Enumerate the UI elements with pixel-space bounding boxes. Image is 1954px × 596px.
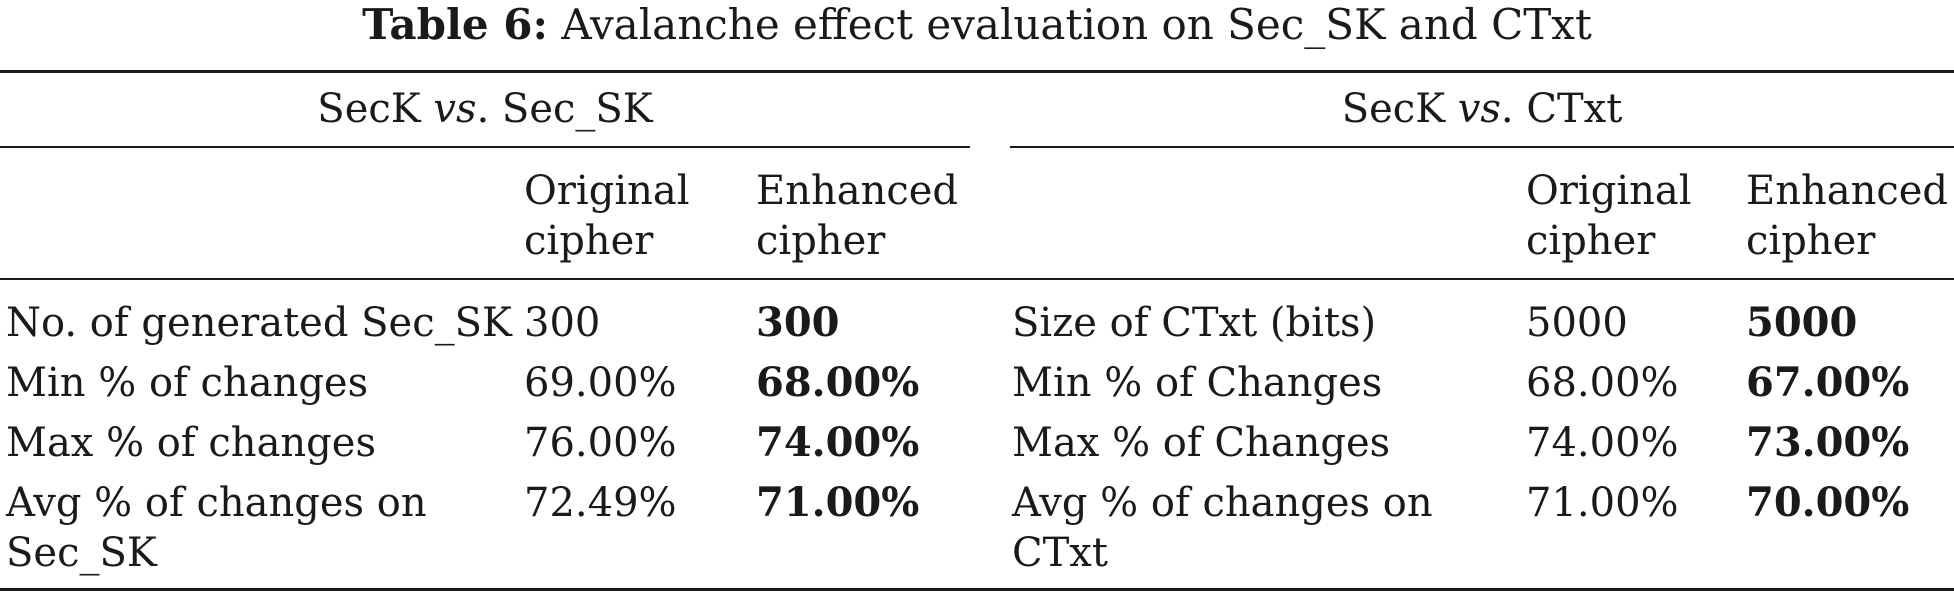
left-col-enhanced-header: Enhanced cipher (756, 168, 959, 264)
original-value: 300 (524, 300, 601, 346)
caption-label: Table 6: (362, 0, 548, 49)
right-group-rule (1010, 146, 1954, 148)
original-value: 68.00% (1526, 360, 1679, 406)
enhanced-value: 73.00% (1746, 419, 1910, 466)
original-value: 69.00% (524, 360, 677, 406)
right-col-enhanced-header: Enhanced cipher (1746, 168, 1949, 264)
bottom-rule (0, 588, 1954, 591)
left-group-header: SecK vs. Sec_SK (317, 86, 653, 132)
row-label: Min % of changes (6, 360, 369, 406)
right-group-header: SecK vs. CTxt (1341, 86, 1623, 132)
enhanced-value: 68.00% (756, 359, 920, 406)
row-label: No. of generated Sec_SK (6, 300, 512, 346)
original-value: 76.00% (524, 420, 677, 466)
mid-rule (0, 278, 1954, 280)
enhanced-value: 5000 (1746, 299, 1858, 346)
enhanced-value: 71.00% (756, 479, 920, 526)
table-caption: Table 6: Avalanche effect evaluation on … (0, 0, 1954, 56)
original-value: 74.00% (1526, 420, 1679, 466)
row-label: Min % of Changes (1012, 360, 1383, 406)
caption-text: Avalanche effect evaluation on Sec_SK an… (561, 0, 1592, 49)
left-group-rule (0, 146, 970, 148)
row-label: Max % of Changes (1012, 420, 1391, 466)
row-label: Max % of changes (6, 420, 376, 466)
right-col-original-header: Original cipher (1526, 168, 1692, 264)
row-label: Size of CTxt (bits) (1012, 300, 1377, 346)
enhanced-value: 300 (756, 299, 840, 346)
top-rule (0, 70, 1954, 73)
enhanced-value: 74.00% (756, 419, 920, 466)
row-label: Avg % of changes on CTxt (1012, 480, 1433, 576)
original-value: 72.49% (524, 480, 677, 526)
left-col-original-header: Original cipher (524, 168, 690, 264)
original-value: 5000 (1526, 300, 1628, 346)
enhanced-value: 67.00% (1746, 359, 1910, 406)
enhanced-value: 70.00% (1746, 479, 1910, 526)
original-value: 71.00% (1526, 480, 1679, 526)
row-label: Avg % of changes on Sec_SK (6, 480, 427, 576)
